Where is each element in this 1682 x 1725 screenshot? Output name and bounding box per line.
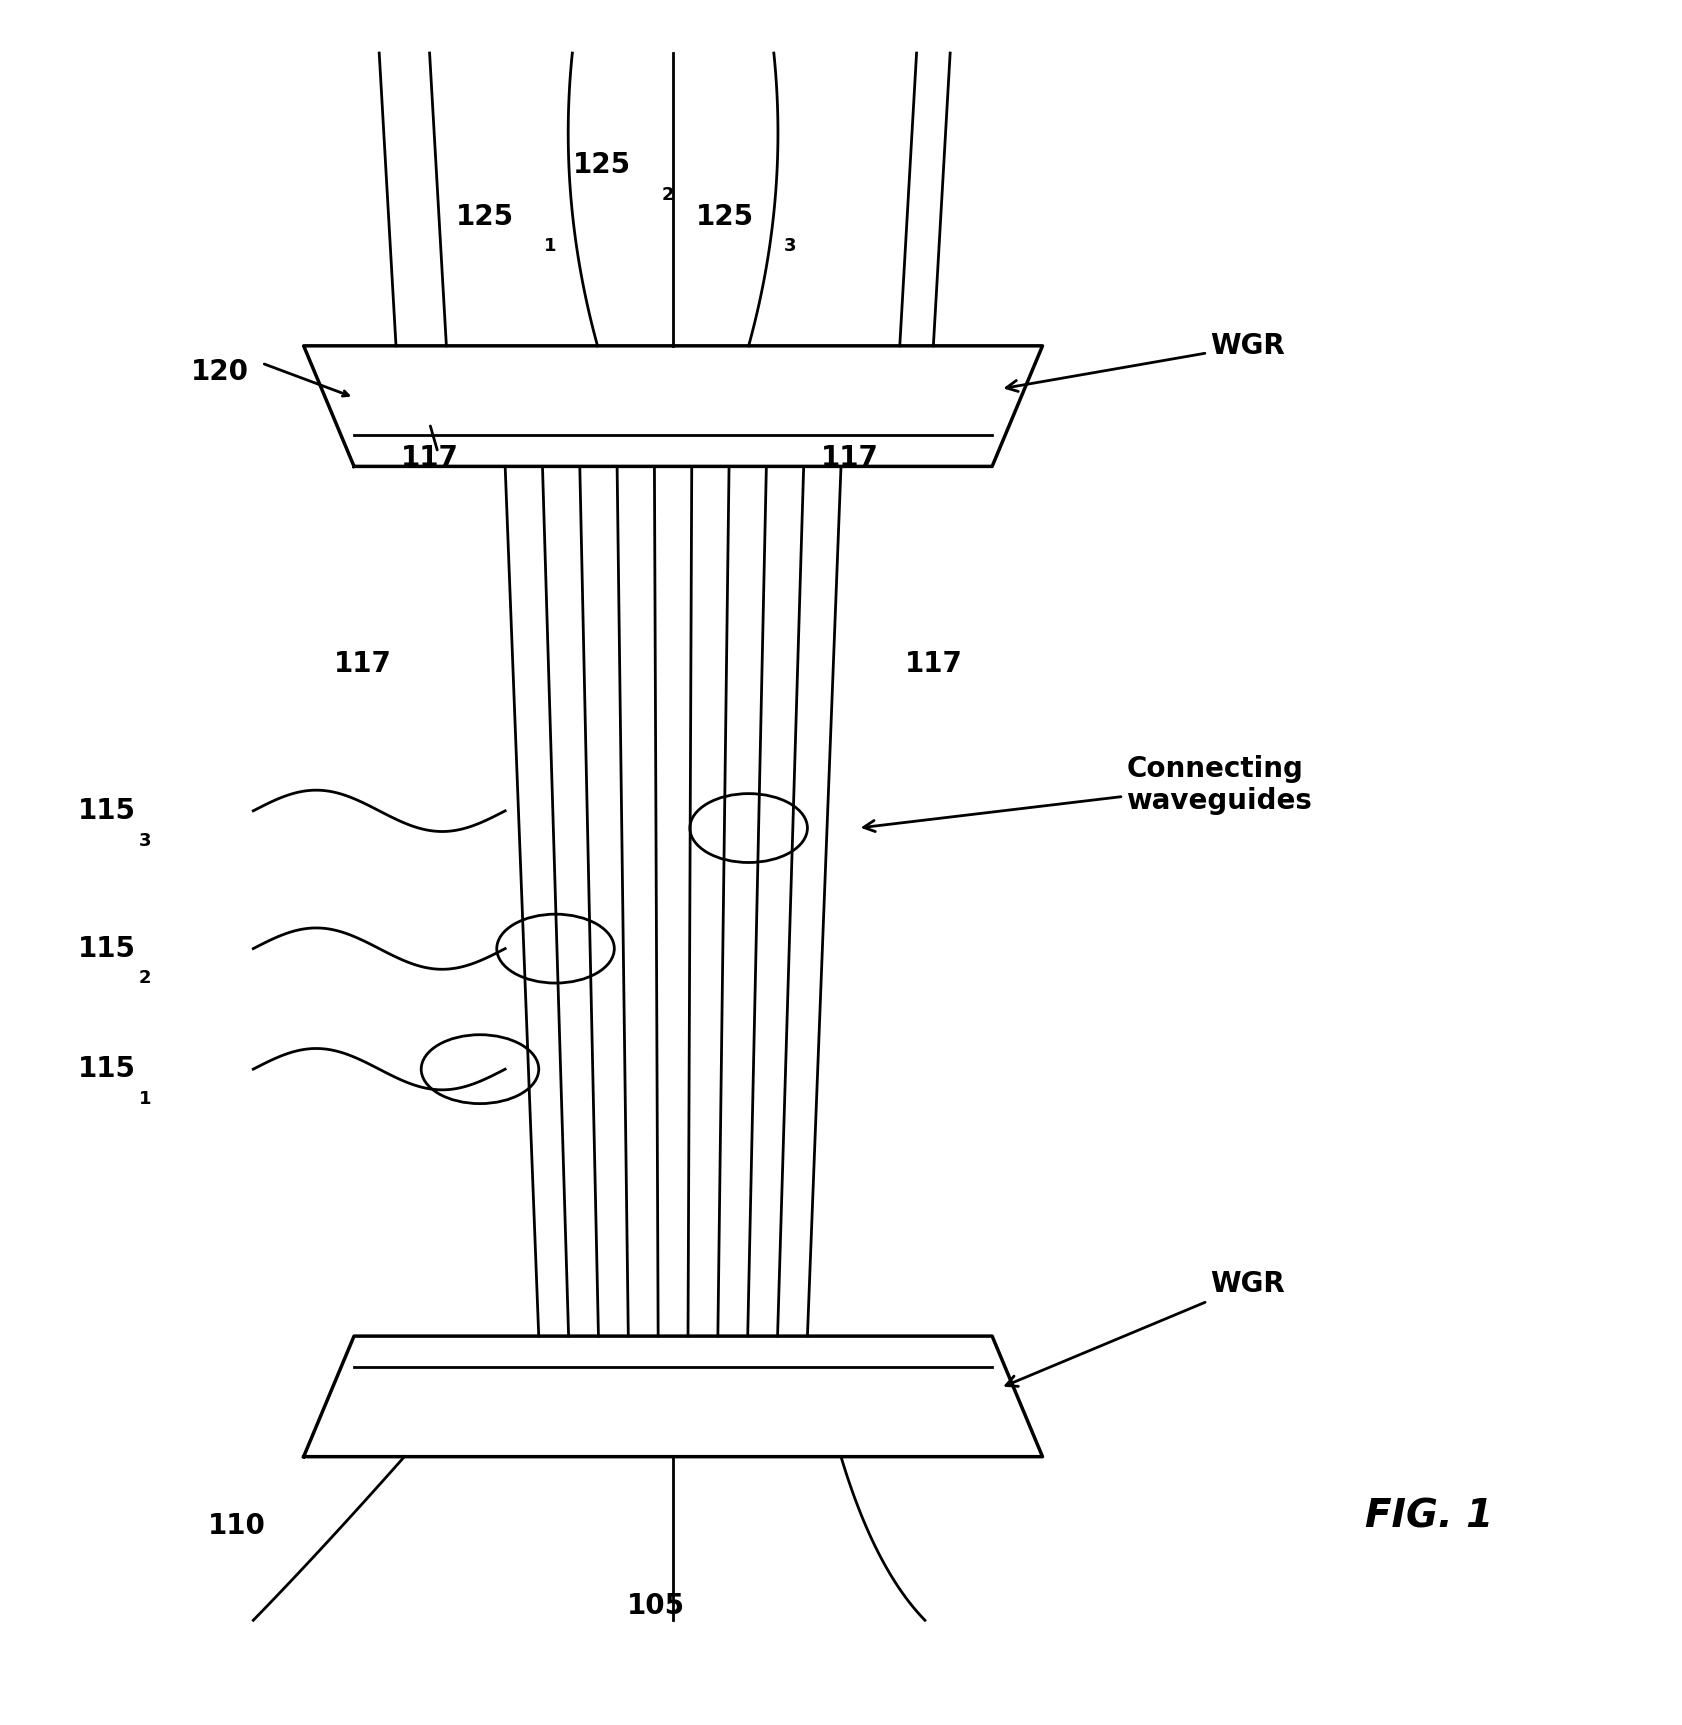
Text: Connecting
waveguides: Connecting waveguides (863, 756, 1312, 831)
Text: 117: 117 (821, 443, 878, 471)
Text: 2: 2 (661, 186, 674, 204)
Text: 117: 117 (905, 650, 962, 678)
Text: FIG. 1: FIG. 1 (1364, 1497, 1494, 1535)
Text: WGR: WGR (1006, 331, 1285, 392)
Text: 115: 115 (77, 797, 136, 825)
Text: 115: 115 (77, 1056, 136, 1083)
Text: 120: 120 (190, 357, 249, 386)
Text: 105: 105 (627, 1592, 685, 1620)
Text: 1: 1 (543, 238, 557, 255)
Text: 110: 110 (207, 1511, 266, 1539)
Polygon shape (304, 345, 1043, 466)
Text: 125: 125 (574, 152, 631, 179)
Text: WGR: WGR (1006, 1270, 1285, 1387)
Text: 115: 115 (77, 935, 136, 963)
Text: 125: 125 (696, 202, 754, 231)
Text: 117: 117 (333, 650, 392, 678)
Text: 1: 1 (140, 1090, 151, 1107)
Text: 2: 2 (140, 969, 151, 987)
Text: 3: 3 (784, 238, 796, 255)
Text: 125: 125 (456, 202, 513, 231)
Polygon shape (304, 1337, 1043, 1456)
Text: 3: 3 (140, 831, 151, 849)
Text: 117: 117 (400, 443, 459, 471)
